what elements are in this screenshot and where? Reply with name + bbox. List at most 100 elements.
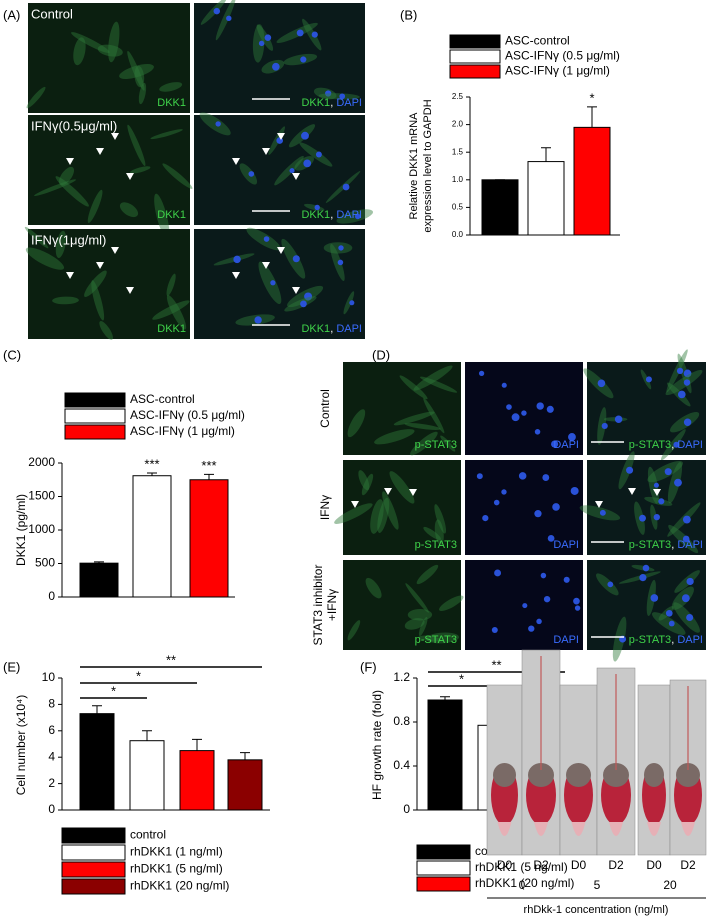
y-axis-label: DKK1 (pg/ml) <box>14 494 28 566</box>
nucleus <box>314 204 320 211</box>
stain-name: DKK1 <box>301 209 330 221</box>
arrowhead <box>292 287 300 294</box>
panel-label: (A) <box>3 7 20 22</box>
cell-stain <box>274 155 304 186</box>
cell-stain <box>246 227 281 251</box>
stain-label: p-STAT3 <box>415 634 457 646</box>
hair-follicle-tip <box>609 822 623 836</box>
stain-name: , <box>330 209 336 221</box>
y-tick-label: 1.2 <box>393 670 410 684</box>
row-label: STAT3 inhibitor <box>311 565 325 646</box>
arrowhead <box>628 488 636 495</box>
cell-stain <box>336 209 374 224</box>
cell-stain <box>404 618 425 630</box>
legend-swatch <box>416 876 471 892</box>
nucleus <box>501 489 507 495</box>
significance: * <box>136 668 141 683</box>
arrowhead <box>262 262 270 269</box>
stain-name: p-STAT3 <box>629 539 671 551</box>
cell-stain <box>58 166 75 186</box>
cell-stain <box>404 422 441 431</box>
legend-swatch <box>449 64 501 79</box>
bar <box>132 475 172 598</box>
nucleus <box>683 379 691 386</box>
nucleus <box>289 168 295 174</box>
bar <box>481 179 519 236</box>
micrograph <box>343 362 461 456</box>
nucleus <box>521 410 527 416</box>
arrowhead <box>126 173 134 180</box>
error-bar <box>587 106 597 128</box>
nucleus <box>681 594 690 603</box>
cell-stain <box>361 473 374 496</box>
stain-label: p-STAT3, DAPI <box>629 439 703 451</box>
micrograph <box>194 0 365 113</box>
nucleus <box>337 259 344 266</box>
nucleus <box>349 300 355 306</box>
legend-label: ASC-control <box>130 392 195 406</box>
cell-stain <box>343 291 355 315</box>
legend-label: control <box>130 828 166 842</box>
nucleus <box>552 503 560 511</box>
nucleus <box>658 498 665 505</box>
cell-stain <box>410 431 438 456</box>
nucleus <box>292 255 300 263</box>
cell-stain <box>434 519 444 546</box>
micrograph-bg <box>28 229 190 339</box>
nucleus <box>522 603 528 609</box>
arrowhead <box>96 262 104 269</box>
y-tick-label: 10 <box>42 670 56 684</box>
nucleus <box>339 93 346 100</box>
nucleus <box>276 137 284 144</box>
stain-label: p-STAT3, DAPI <box>629 539 703 551</box>
arrowhead <box>66 158 74 165</box>
micrograph <box>194 227 365 339</box>
cell-stain <box>239 163 258 185</box>
stain-name: p-STAT3 <box>629 439 671 451</box>
nucleus <box>518 472 527 480</box>
nucleus <box>626 466 634 474</box>
stain-name: , <box>330 97 336 109</box>
y-tick-label: 1.0 <box>452 175 464 184</box>
nucleus <box>501 382 507 388</box>
cell-stain <box>413 365 453 391</box>
cell-stain <box>382 491 399 530</box>
stain-name: DAPI <box>336 323 362 335</box>
micrograph-bg <box>194 3 365 113</box>
nucleus <box>354 213 361 220</box>
nucleus <box>536 618 542 625</box>
cell-stain <box>423 526 441 541</box>
stain-name: DKK1 <box>301 323 330 335</box>
stain-label: DAPI <box>553 439 579 451</box>
stain-name: DAPI <box>677 539 703 551</box>
significance: ** <box>166 652 176 667</box>
micrograph-bg <box>587 362 706 455</box>
nucleus <box>478 370 485 377</box>
nucleus <box>601 422 608 430</box>
y-tick-label: 0.0 <box>452 230 464 239</box>
cell-stain <box>370 499 384 534</box>
nucleus <box>300 56 307 63</box>
nucleus <box>263 236 270 242</box>
hair-follicle-tip <box>497 822 512 836</box>
photo-axis-label: rhDkk-1 concentration (ng/ml) <box>524 904 669 916</box>
hair-follicle-tissue <box>493 763 516 787</box>
legend-swatch <box>449 49 501 64</box>
cell-stain <box>166 273 176 296</box>
panel-label: (F) <box>360 659 377 674</box>
nucleus <box>215 121 221 127</box>
cell-stain <box>579 505 621 521</box>
cell-stain <box>166 295 187 330</box>
nucleus <box>506 404 512 410</box>
hair-follicle-tissue <box>644 763 664 787</box>
cell-stain <box>347 409 366 438</box>
error-bar <box>192 738 202 751</box>
arrowhead <box>409 489 417 496</box>
nucleus <box>665 609 673 617</box>
nucleus <box>614 415 623 424</box>
day-label: D2 <box>533 858 549 872</box>
y-tick-label: 0 <box>48 589 55 603</box>
legend-swatch <box>61 844 126 861</box>
